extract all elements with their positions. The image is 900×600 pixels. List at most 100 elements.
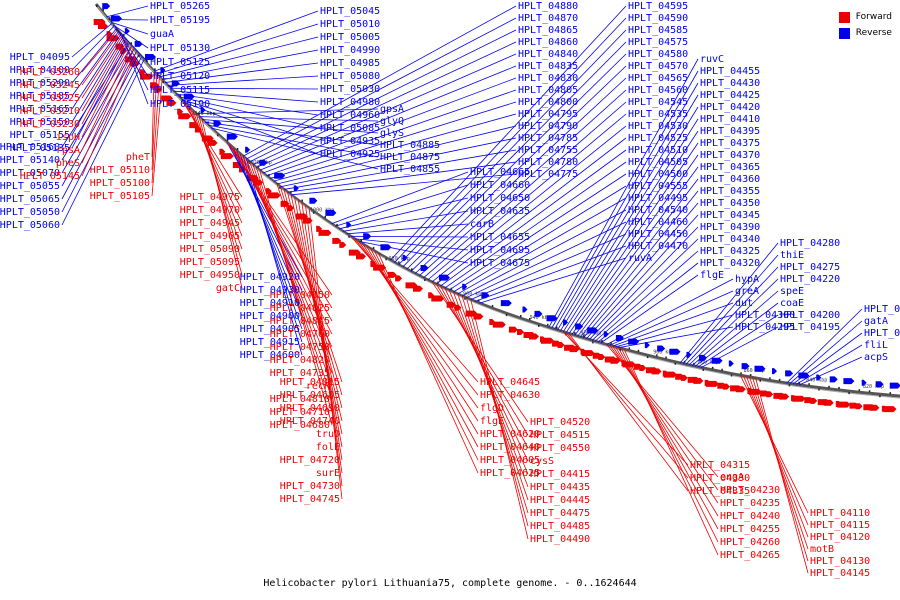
gene-label: HPLT_04580 [628,49,688,60]
gene-label: HPLT_04265 [720,550,780,561]
gene-label: HPLT_04505 [628,157,688,168]
leader-line [466,297,529,527]
gene-label: HPLT_04910 [240,298,300,309]
forward-gene-arrow [541,337,555,344]
leader-line [574,166,699,336]
leader-line [342,210,469,232]
forward-gene-arrow [723,383,731,390]
gene-label: HPLT_04990 [320,45,380,56]
leader-line [431,125,627,283]
leader-line [81,43,130,138]
leader-line [694,302,779,367]
gene-label: HPLT_04510 [628,145,688,156]
gene-tick [547,323,549,326]
gene-tick [889,392,892,395]
gene-label: HPLT_04295 [735,322,795,333]
gene-label: HPLT_04685 [280,390,340,401]
gene-label: HPLT_05070 [0,168,60,179]
gene-label: recR [306,381,331,392]
gene-label: HPLT_04855 [380,164,440,175]
gene-label: HPLT_04600 [240,350,300,361]
leader-line [262,77,517,174]
reverse-gene-arrow [500,300,512,307]
gene-tick [778,378,781,381]
leader-line [81,35,123,99]
gene-tick [619,348,621,351]
gene-label: HPLT_05080 [320,71,380,82]
reverse-gene-arrow [325,209,337,216]
gene-label: hypA [735,274,759,285]
gene-tick [730,374,733,377]
gene-label: HPLT_04365 [700,162,760,173]
gene-tick [520,315,522,317]
gene-label: glyQ [380,116,404,127]
forward-swatch [838,11,850,23]
gene-label: carB [470,219,494,230]
gene-label: HPLT_04515 [530,430,590,441]
gene-tick [170,85,173,88]
leader-line [71,39,126,136]
leader-line [61,54,140,200]
reverse-gene-arrow [522,306,528,313]
gene-tick [656,354,658,357]
gene-label: engA [720,472,744,483]
gene-label: HPLT_05055 [0,181,60,192]
reverse-gene-arrow [843,378,855,385]
gene-tick [665,356,667,359]
gene-label: HPLT_04780 [518,157,578,168]
gene-label: HPLT_04800 [518,97,578,108]
gene-label: HPLT_04680 [270,420,330,431]
gene-label: speE [780,286,804,297]
gene-label: HPLT_04635 [470,206,530,217]
leader-line [331,171,469,225]
leader-line [402,41,627,268]
gene-label: HPLT_04595 [628,1,688,12]
leader-line [252,41,517,166]
gene-tick [360,239,363,242]
leader-line [374,250,479,461]
leader-line [682,254,779,364]
gene-tick [868,390,871,393]
gene-label: HPLT_04340 [700,234,760,245]
gene-label: HPLT_04565 [628,73,688,84]
gene-tick [848,392,850,395]
leader-line [81,48,135,164]
gene-label: HPLT_05210 [20,106,80,117]
leader-line [211,127,379,170]
gene-label: HPLT_04100 [10,65,70,76]
reverse-gene-arrow [741,363,750,370]
gene-label: HPLT_04105 [864,328,900,339]
gene-label: HPLT_04390 [700,222,760,233]
reverse-gene-arrow [785,370,794,377]
leader-line [280,137,517,188]
scale-tick-label: 1000 kbp [310,207,334,213]
leader-line [61,51,137,187]
leader-line [81,29,118,73]
leader-line [276,125,517,185]
reverse-gene-arrow [728,360,734,367]
leader-line [242,156,333,361]
leader-line [273,113,517,182]
gene-label: HPLT_04195 [780,322,840,333]
gene-label: HPLT_05130 [150,43,210,54]
reverse-gene-arrow [644,342,650,349]
reverse-gene-arrow [534,310,543,317]
leader-line [577,178,699,337]
gene-label: HPLT_04355 [700,186,760,197]
gene-label: greA [735,286,759,297]
gene-tick [721,368,723,371]
gene-tick [324,215,326,218]
gene-tick [279,186,281,189]
gene-label: thiE [780,250,804,261]
gene-label: HPLT_04530 [628,121,688,132]
gene-label: HPLT_05230 [20,119,80,130]
gene-tick [123,33,125,36]
leader-line [612,345,719,504]
leader-line [189,107,243,237]
gene-tick [574,332,576,335]
reverse-gene-arrow [259,159,268,166]
gene-label: HPLT_04885 [380,140,440,151]
gene-label: HPLT_04535 [628,109,688,120]
gene-label: pheT [126,152,150,163]
